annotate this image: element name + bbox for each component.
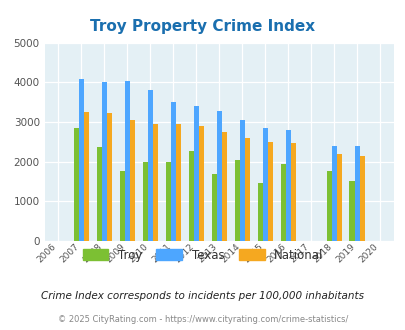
Text: Troy Property Crime Index: Troy Property Crime Index	[90, 19, 315, 34]
Bar	[74, 128, 79, 241]
Bar	[147, 90, 152, 241]
Bar	[171, 102, 175, 241]
Bar	[193, 106, 198, 241]
Bar	[119, 171, 124, 241]
Bar	[130, 120, 134, 241]
Bar	[290, 143, 295, 241]
Legend: Troy, Texas, National: Troy, Texas, National	[78, 244, 327, 266]
Bar	[198, 126, 203, 241]
Bar	[331, 146, 336, 241]
Bar	[107, 113, 112, 241]
Bar	[336, 154, 341, 241]
Bar	[84, 112, 89, 241]
Bar	[221, 132, 226, 241]
Bar	[143, 162, 147, 241]
Bar	[165, 162, 171, 241]
Bar	[267, 142, 272, 241]
Bar	[326, 171, 331, 241]
Bar	[262, 128, 267, 241]
Bar	[211, 174, 216, 241]
Bar	[124, 81, 130, 241]
Bar	[79, 79, 84, 241]
Bar	[359, 156, 364, 241]
Text: © 2025 CityRating.com - https://www.cityrating.com/crime-statistics/: © 2025 CityRating.com - https://www.city…	[58, 315, 347, 324]
Bar	[354, 146, 359, 241]
Bar	[257, 183, 262, 241]
Bar	[152, 124, 158, 241]
Bar	[349, 182, 354, 241]
Bar	[239, 120, 244, 241]
Bar	[280, 164, 285, 241]
Bar	[285, 130, 290, 241]
Bar	[102, 82, 107, 241]
Bar	[96, 147, 102, 241]
Bar	[216, 112, 221, 241]
Bar	[234, 160, 239, 241]
Bar	[188, 151, 193, 241]
Bar	[244, 138, 249, 241]
Text: Crime Index corresponds to incidents per 100,000 inhabitants: Crime Index corresponds to incidents per…	[41, 291, 364, 301]
Bar	[175, 124, 181, 241]
